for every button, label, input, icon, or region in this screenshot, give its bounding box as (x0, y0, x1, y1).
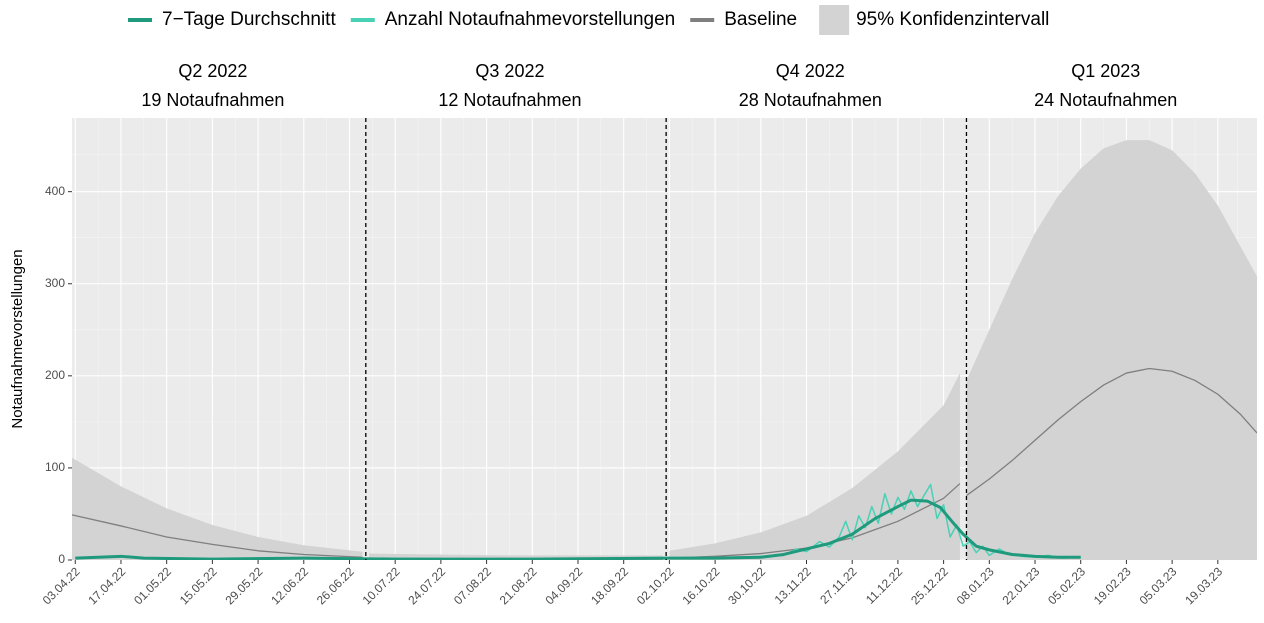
x-tick-label: 03.04.22 (40, 564, 83, 607)
quarter-subtitle: 12 Notaufnahmen (438, 90, 581, 110)
x-tick-label: 18.09.22 (588, 564, 631, 607)
quarter-subtitle: 24 Notaufnahmen (1034, 90, 1177, 110)
legend: 7−Tage Durchschnitt Anzahl Notaufnahmevor… (128, 5, 1049, 35)
x-tick-label: 15.05.22 (177, 564, 220, 607)
x-tick-label: 22.01.23 (999, 564, 1042, 607)
x-tick-label: 17.04.22 (85, 564, 128, 607)
x-tick-label: 13.11.22 (772, 564, 815, 607)
x-tick-label: 05.03.23 (1137, 564, 1180, 607)
series-line (75, 498, 1081, 560)
x-tick-label: 27.11.22 (817, 564, 860, 607)
quarter-title: Q3 2022 (475, 61, 544, 81)
x-tick-label: 12.06.22 (268, 564, 311, 607)
legend-label: 95% Konfidenzintervall (856, 9, 1049, 30)
x-tick-label: 04.09.22 (542, 564, 585, 607)
x-tick-label: 26.06.22 (314, 564, 357, 607)
quarter-subtitle: 19 Notaufnahmen (141, 90, 284, 110)
y-tick-label: 400 (45, 184, 65, 198)
x-tick-label: 29.05.22 (223, 564, 266, 607)
x-tick-label: 21.08.22 (497, 564, 540, 607)
x-tick-label: 25.12.22 (908, 564, 951, 607)
x-tick-label: 11.12.22 (863, 564, 906, 607)
x-tick-label: 19.02.23 (1091, 564, 1134, 607)
quarter-subtitle: 28 Notaufnahmen (739, 90, 882, 110)
x-tick-label: 07.08.22 (451, 564, 494, 607)
legend-label: 7−Tage Durchschnitt (162, 9, 336, 30)
marks (72, 140, 1257, 560)
x-tick-label: 08.01.23 (954, 564, 997, 607)
quarter-title: Q1 2023 (1071, 61, 1140, 81)
x-tick-label: 30.10.22 (725, 564, 768, 607)
x-tick-label: 24.07.22 (405, 564, 448, 607)
x-tick-label: 19.03.23 (1182, 564, 1225, 607)
x-tick-label: 10.07.22 (360, 564, 403, 607)
quarter-title: Q2 2022 (178, 61, 247, 81)
y-axis-title: Notaufnahmevorstellungen (9, 249, 26, 428)
confidence-band (72, 140, 1257, 560)
x-tick-label: 16.10.22 (680, 564, 723, 607)
y-tick-label: 200 (45, 368, 65, 382)
x-tick-label: 01.05.22 (131, 564, 174, 607)
y-tick-label: 0 (58, 552, 65, 566)
quarter-title: Q4 2022 (776, 61, 845, 81)
x-tick-label: 02.10.22 (634, 564, 677, 607)
legend-label: Anzahl Notaufnahmevorstellungen (385, 9, 675, 30)
legend-key (819, 5, 850, 35)
y-tick-label: 300 (45, 276, 65, 290)
legend-label: Baseline (724, 9, 797, 30)
y-tick-label: 100 (45, 460, 65, 474)
x-tick-label: 05.02.23 (1045, 564, 1088, 607)
